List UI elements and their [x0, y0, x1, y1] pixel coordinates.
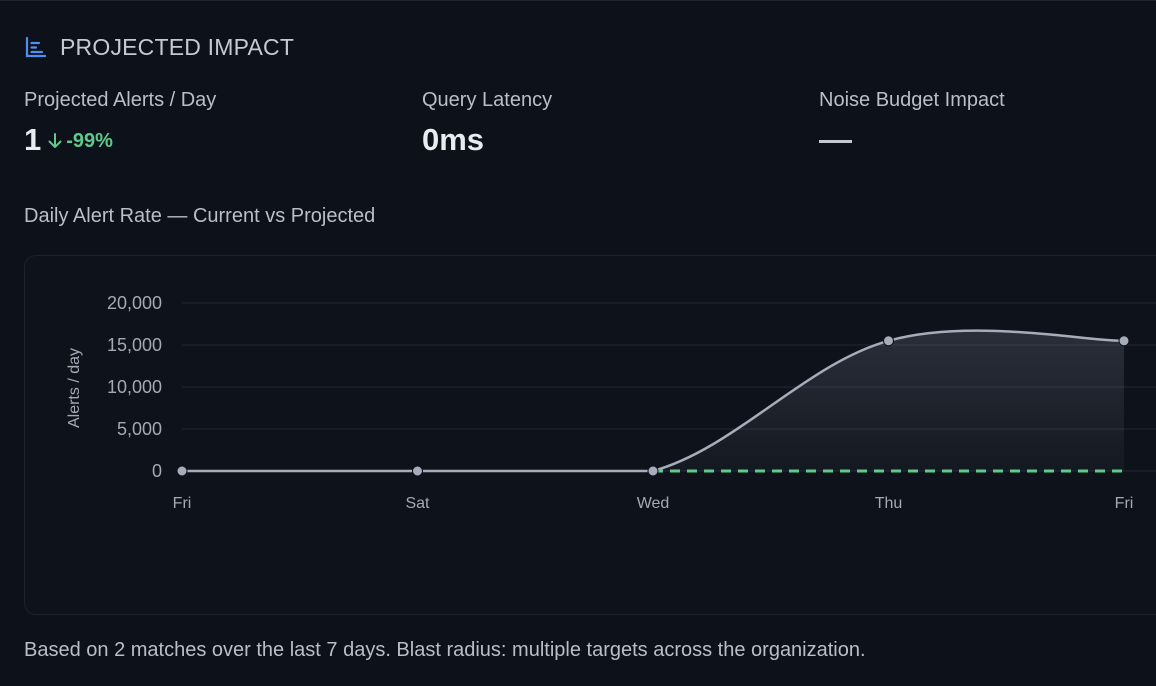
metric-projected-alerts: Projected Alerts / Day 1 -99%: [24, 88, 216, 159]
current-data-point: [412, 465, 423, 477]
delta-badge: -99%: [47, 123, 113, 159]
empty-value-dash: [819, 140, 852, 143]
y-tick-label: 5,000: [117, 419, 162, 439]
current-series-area: [182, 330, 1124, 471]
metric-label: Projected Alerts / Day: [24, 89, 217, 111]
y-tick-label: 0: [152, 461, 162, 481]
metric-noise-budget: Noise Budget Impact: [819, 88, 1005, 143]
top-divider: [0, 0, 1156, 1]
x-tick-label: Sat: [405, 495, 430, 512]
section-header: PROJECTED IMPACT: [24, 34, 294, 60]
x-tick-label: Thu: [875, 495, 903, 512]
x-tick-label: Fri: [173, 495, 192, 512]
y-tick-label: 10,000: [107, 377, 162, 397]
y-axis-label: Alerts / day: [66, 348, 83, 428]
y-tick-label: 20,000: [107, 293, 162, 313]
delta-value: -99%: [66, 130, 113, 152]
daily-alert-rate-chart: 0 5,000 10,000 15,000 20,000 Alerts / day Fri S…: [66, 293, 1156, 512]
section-title: PROJECTED IMPACT: [60, 33, 295, 60]
metric-label: Noise Budget Impact: [819, 89, 1005, 111]
metric-value: 1: [24, 122, 42, 157]
y-tick-label: 15,000: [107, 335, 162, 355]
footer-note: Based on 2 matches over the last 7 days.…: [24, 639, 866, 661]
metric-value-row: 1 -99%: [24, 122, 216, 159]
metric-value-empty: [819, 122, 1005, 143]
current-data-point: [883, 335, 894, 347]
chart-title: Daily Alert Rate — Current vs Projected: [24, 205, 376, 227]
metric-value: 0ms: [422, 122, 485, 157]
current-data-point: [647, 465, 659, 477]
metric-label: Query Latency: [422, 89, 553, 111]
x-tick-label: Fri: [1115, 495, 1134, 512]
bar-chart-icon: [25, 36, 47, 58]
chart-card: 0 5,000 10,000 15,000 20,000 Alerts / day Fri S…: [24, 255, 1156, 615]
arrow-down-icon: [48, 133, 62, 148]
current-data-point: [1118, 335, 1130, 347]
x-tick-label: Wed: [637, 495, 670, 512]
metric-query-latency: Query Latency 0ms: [422, 88, 552, 158]
current-data-point: [176, 465, 188, 477]
